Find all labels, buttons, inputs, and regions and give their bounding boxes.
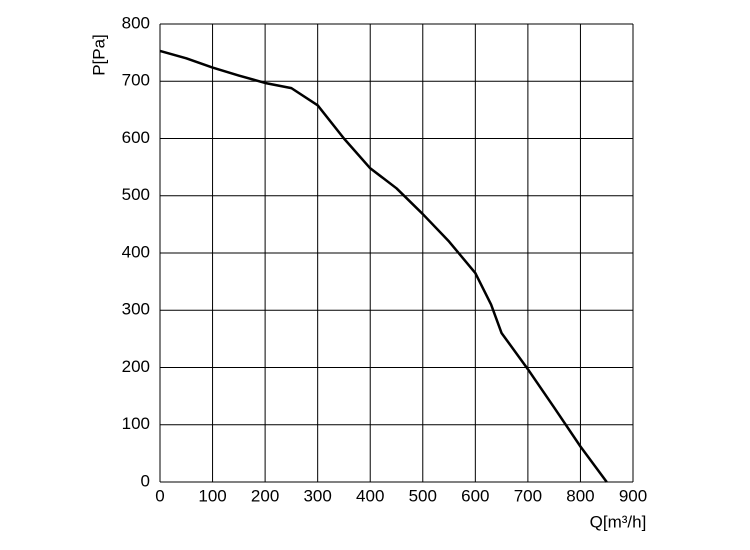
y-tick-label: 100 <box>122 414 150 433</box>
x-tick-label: 700 <box>514 486 542 505</box>
y-tick-label: 700 <box>122 71 150 90</box>
y-tick-label: 0 <box>141 471 150 490</box>
x-tick-label: 800 <box>566 486 594 505</box>
y-axis-label: P[Pa] <box>89 34 108 76</box>
x-tick-label: 300 <box>303 486 331 505</box>
y-tick-label: 800 <box>122 13 150 32</box>
x-tick-label: 100 <box>198 486 226 505</box>
x-axis-label: Q[m³/h] <box>590 512 647 531</box>
x-tick-label: 600 <box>461 486 489 505</box>
y-tick-label: 600 <box>122 128 150 147</box>
y-tick-label: 500 <box>122 185 150 204</box>
x-tick-label: 500 <box>409 486 437 505</box>
y-tick-label: 200 <box>122 357 150 376</box>
y-tick-label: 400 <box>122 242 150 261</box>
x-tick-label: 400 <box>356 486 384 505</box>
x-tick-label: 900 <box>619 486 647 505</box>
data-line <box>159 49 608 483</box>
x-tick-label: 0 <box>155 486 164 505</box>
y-tick-label: 300 <box>122 300 150 319</box>
x-tick-label: 200 <box>251 486 279 505</box>
